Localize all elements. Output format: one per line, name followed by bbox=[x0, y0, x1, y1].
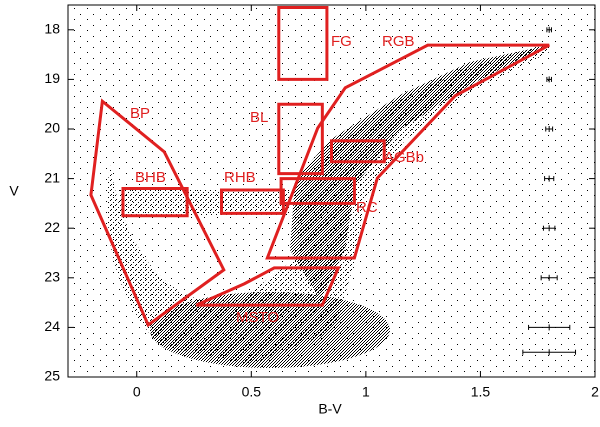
y-tick-label: 18 bbox=[44, 21, 60, 37]
region-outline bbox=[279, 177, 356, 205]
region-label: FG bbox=[331, 33, 352, 50]
region-label: BP bbox=[130, 105, 150, 122]
y-tick-label: 19 bbox=[44, 70, 60, 86]
x-tick-label: 1.5 bbox=[471, 384, 491, 400]
region-outline bbox=[121, 187, 189, 218]
region-label: RGB bbox=[382, 33, 415, 50]
y-tick-label: 20 bbox=[44, 120, 60, 136]
y-tick-label: 22 bbox=[44, 219, 60, 235]
region-outline bbox=[330, 139, 386, 164]
region-outline bbox=[89, 98, 226, 328]
x-axis-label: B-V bbox=[318, 401, 342, 417]
y-axis-label: V bbox=[9, 183, 19, 199]
y-tick-label: 21 bbox=[44, 169, 60, 185]
y-tick-label: 25 bbox=[44, 368, 60, 384]
x-tick-label: 1 bbox=[362, 384, 370, 400]
region-label: BHB bbox=[135, 169, 166, 186]
plot-frame bbox=[67, 4, 596, 378]
x-tick-label: 0.5 bbox=[242, 384, 262, 400]
x-tick-label: 2 bbox=[591, 384, 599, 400]
x-tick-label: 0 bbox=[133, 384, 141, 400]
region-outline bbox=[277, 5, 329, 81]
y-tick-label: 24 bbox=[44, 318, 60, 334]
region-label: MSTO bbox=[236, 309, 279, 326]
region-label: AGBb bbox=[384, 149, 424, 166]
region-outline bbox=[265, 43, 550, 260]
region-outline bbox=[277, 102, 324, 176]
region-outline bbox=[220, 188, 285, 215]
y-tick-label: 23 bbox=[44, 269, 60, 285]
region-outline bbox=[195, 266, 341, 307]
region-label: RC bbox=[356, 199, 378, 216]
region-label: BL bbox=[250, 109, 268, 126]
region-label: RHB bbox=[224, 169, 256, 186]
